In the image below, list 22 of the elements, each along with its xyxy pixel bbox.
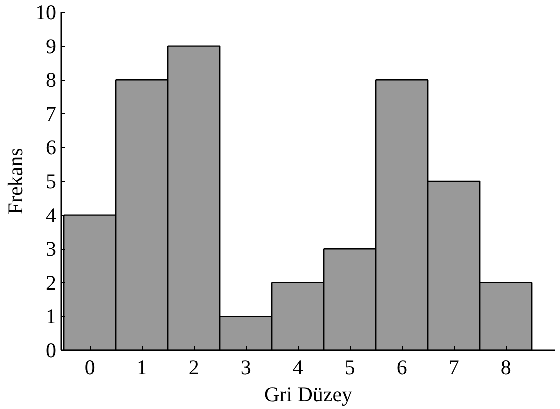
x-tick-label: 7	[448, 356, 460, 380]
y-axis-title: Frekans	[4, 148, 28, 215]
y-tick-label: 10	[36, 0, 56, 24]
x-tick-label: 1	[136, 356, 148, 380]
x-tick-label: 2	[188, 356, 200, 380]
x-axis-title: Gri Düzey	[264, 382, 354, 406]
y-tick-label: 7	[46, 102, 56, 126]
x-tick-label: 3	[240, 356, 252, 380]
y-tick-label: 3	[46, 237, 56, 262]
y-tick-label: 4	[46, 203, 57, 228]
y-tick-label: 9	[46, 34, 56, 58]
x-tick-label: 5	[344, 356, 356, 380]
y-tick-label: 8	[46, 68, 56, 92]
x-tick-label: 6	[396, 356, 408, 380]
x-tick-label: 0	[84, 356, 96, 380]
y-tick-label: 6	[46, 136, 56, 160]
y-tick-label: 2	[46, 270, 56, 295]
y-tick-label: 1	[46, 304, 56, 329]
y-tick-label: 0	[46, 338, 56, 362]
y-tick-label: 5	[46, 170, 56, 194]
x-tick-label: 4	[292, 356, 304, 380]
x-tick-label: 8	[500, 356, 512, 380]
